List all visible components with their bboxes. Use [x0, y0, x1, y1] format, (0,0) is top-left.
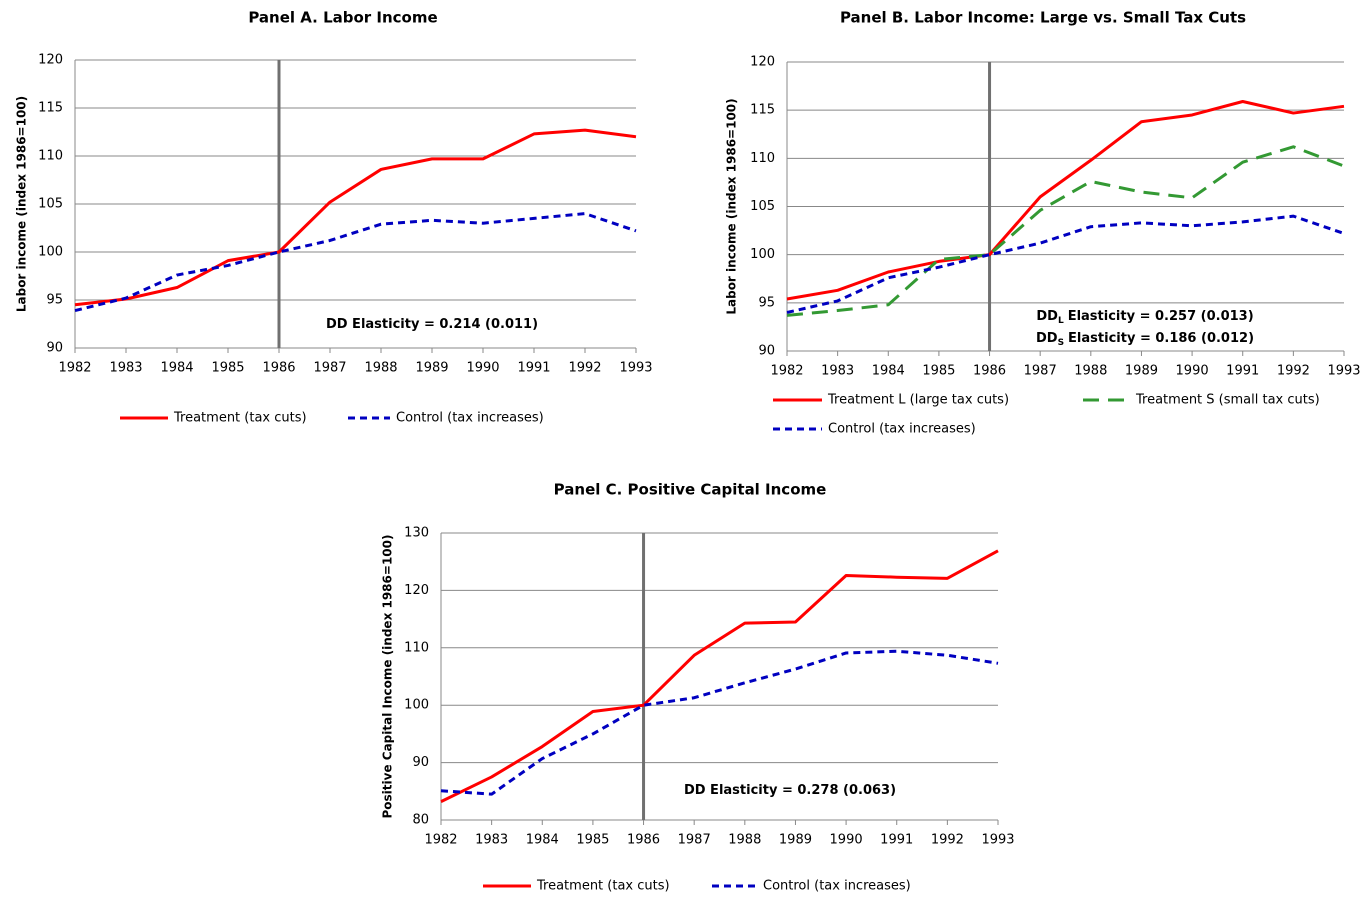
x-tick-label: 1986 [627, 833, 660, 848]
y-tick-label: 105 [750, 199, 775, 214]
x-tick-label: 1988 [728, 833, 761, 848]
series-line [74, 128, 637, 307]
x-tick-label: 1991 [517, 361, 550, 376]
y-tick-label: 120 [750, 55, 775, 70]
annotation-text: DD Elasticity = 0.278 (0.063) [684, 783, 896, 798]
annotation: DD Elasticity = 0.214 (0.011) [326, 317, 538, 332]
x-tick-label: 1990 [830, 833, 863, 848]
x-tick-label: 1982 [770, 364, 803, 379]
y-tick-label: 110 [750, 151, 775, 166]
legend-label: Treatment S (small tax cuts) [1135, 393, 1320, 408]
annotation-subscript: S [1058, 338, 1064, 348]
chart-title: Panel B. Labor Income: Large vs. Small T… [840, 9, 1246, 27]
x-tick-label: 1987 [1024, 364, 1057, 379]
x-tick-label: 1984 [872, 364, 905, 379]
y-tick-label: 105 [38, 197, 63, 212]
x-tick-label: 1990 [1176, 364, 1209, 379]
x-tick-label: 1993 [1327, 364, 1360, 379]
x-tick-label: 1983 [109, 361, 142, 376]
x-tick-label: 1991 [880, 833, 913, 848]
legend-label: Control (tax increases) [828, 422, 976, 437]
annotation-subscript: L [1058, 316, 1064, 326]
x-tick-label: 1993 [981, 833, 1014, 848]
legend-label: Treatment L (large tax cuts) [827, 393, 1009, 408]
x-tick-label: 1992 [931, 833, 964, 848]
y-tick-label: 115 [38, 101, 63, 116]
x-tick-label: 1987 [313, 361, 346, 376]
x-tick-label: 1992 [568, 361, 601, 376]
x-tick-label: 1986 [973, 364, 1006, 379]
series-line [786, 214, 1345, 314]
x-tick-label: 1984 [160, 361, 193, 376]
series-line [74, 212, 637, 313]
x-tick-label: 1982 [58, 361, 91, 376]
y-axis-label: Positive Capital Income (index 1986=100) [381, 535, 395, 819]
x-tick-label: 1983 [475, 833, 508, 848]
y-tick-label: 90 [412, 755, 429, 770]
x-tick-label: 1982 [424, 833, 457, 848]
x-tick-label: 1993 [619, 361, 652, 376]
y-tick-label: 90 [46, 341, 63, 356]
y-tick-label: 90 [758, 344, 775, 359]
y-tick-label: 115 [750, 103, 775, 118]
annotation: DDL Elasticity = 0.257 (0.013) [1036, 309, 1253, 326]
annotation-tail: Elasticity = 0.257 (0.013) [1068, 309, 1254, 324]
annotation: DD Elasticity = 0.278 (0.063) [684, 783, 896, 798]
x-tick-label: 1987 [678, 833, 711, 848]
x-tick-label: 1991 [1226, 364, 1259, 379]
y-tick-label: 110 [38, 149, 63, 164]
legend-label: Control (tax increases) [396, 411, 544, 426]
x-tick-label: 1984 [526, 833, 559, 848]
y-tick-label: 100 [38, 245, 63, 260]
annotation-text: DD Elasticity = 0.214 (0.011) [326, 317, 538, 332]
series-line [786, 145, 1345, 317]
y-tick-label: 120 [38, 53, 63, 68]
y-tick-label: 95 [758, 295, 775, 310]
x-tick-label: 1992 [1277, 364, 1310, 379]
y-tick-label: 100 [750, 247, 775, 262]
chart-title: Panel A. Labor Income [248, 9, 437, 27]
y-axis-label: Labor income (index 1986=100) [15, 96, 29, 312]
y-tick-label: 130 [404, 526, 429, 541]
x-tick-label: 1985 [211, 361, 244, 376]
chart-title: Panel C. Positive Capital Income [554, 481, 827, 499]
y-tick-label: 100 [404, 698, 429, 713]
series-line [786, 99, 1345, 301]
annotation: DDS Elasticity = 0.186 (0.012) [1036, 331, 1254, 348]
x-tick-label: 1983 [821, 364, 854, 379]
x-tick-label: 1989 [779, 833, 812, 848]
series-line [440, 549, 999, 803]
x-tick-label: 1988 [364, 361, 397, 376]
legend-label: Treatment (tax cuts) [173, 411, 307, 426]
annotation-text: DD [1036, 309, 1058, 324]
x-tick-label: 1988 [1074, 364, 1107, 379]
x-tick-label: 1989 [1125, 364, 1158, 379]
x-tick-label: 1986 [262, 361, 295, 376]
y-tick-label: 120 [404, 583, 429, 598]
x-tick-label: 1990 [466, 361, 499, 376]
x-tick-label: 1985 [922, 364, 955, 379]
annotation-tail: Elasticity = 0.186 (0.012) [1068, 331, 1254, 346]
y-tick-label: 95 [46, 293, 63, 308]
y-tick-label: 110 [404, 640, 429, 655]
y-tick-label: 80 [412, 813, 429, 828]
x-tick-label: 1989 [415, 361, 448, 376]
y-axis-label: Labor income (index 1986=100) [725, 98, 739, 314]
x-tick-label: 1985 [576, 833, 609, 848]
annotation-text: DD [1036, 331, 1058, 346]
legend-label: Treatment (tax cuts) [536, 879, 670, 894]
legend-label: Control (tax increases) [763, 879, 911, 894]
series-line [440, 649, 999, 796]
